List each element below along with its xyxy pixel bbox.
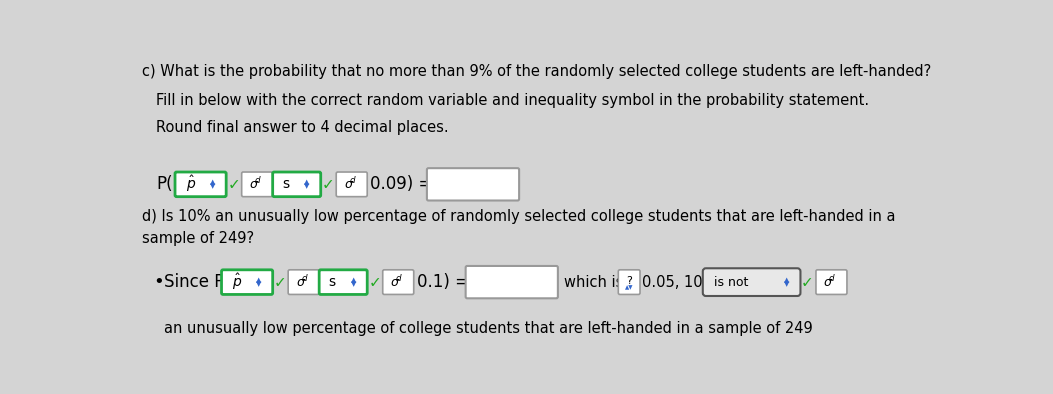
FancyBboxPatch shape <box>426 168 519 201</box>
FancyBboxPatch shape <box>273 172 321 197</box>
Text: ▲
▼: ▲ ▼ <box>210 179 215 190</box>
Text: $\sigma^{\!\!d}$: $\sigma^{\!\!d}$ <box>343 177 357 192</box>
FancyBboxPatch shape <box>221 270 273 294</box>
Text: $\sigma^{\!\!d}$: $\sigma^{\!\!d}$ <box>823 274 836 290</box>
FancyBboxPatch shape <box>702 268 800 296</box>
FancyBboxPatch shape <box>175 172 226 197</box>
Text: c) What is the probability that no more than 9% of the randomly selected college: c) What is the probability that no more … <box>142 64 932 79</box>
Text: $\sigma^{\!\!d}$: $\sigma^{\!\!d}$ <box>390 274 403 290</box>
Text: $\sigma^{\!\!d}$: $\sigma^{\!\!d}$ <box>249 177 262 192</box>
Text: ▲▼: ▲▼ <box>624 285 634 290</box>
FancyBboxPatch shape <box>465 266 558 298</box>
FancyBboxPatch shape <box>618 270 640 294</box>
Text: $\hat{p}$: $\hat{p}$ <box>186 174 196 195</box>
Text: P(: P( <box>157 175 173 193</box>
Text: ✓: ✓ <box>322 177 335 192</box>
Text: $\sigma^{\!\!d}$: $\sigma^{\!\!d}$ <box>296 274 309 290</box>
Text: s: s <box>329 275 336 289</box>
FancyBboxPatch shape <box>242 172 273 197</box>
FancyBboxPatch shape <box>816 270 847 294</box>
Text: ✓: ✓ <box>369 275 381 290</box>
Text: ▲
▼: ▲ ▼ <box>783 277 789 287</box>
Text: 0.09) =: 0.09) = <box>371 175 433 193</box>
Text: 0.1) =: 0.1) = <box>417 273 469 291</box>
Text: 0.05, 10%: 0.05, 10% <box>641 275 716 290</box>
FancyBboxPatch shape <box>319 270 367 294</box>
Text: d) Is 10% an unusually low percentage of randomly selected college students that: d) Is 10% an unusually low percentage of… <box>142 209 896 224</box>
Text: Fill in below with the correct random variable and inequality symbol in the prob: Fill in below with the correct random va… <box>157 93 870 108</box>
Text: ▲
▼: ▲ ▼ <box>304 179 310 190</box>
Text: Since P(: Since P( <box>164 273 231 291</box>
Text: ✓: ✓ <box>800 275 813 290</box>
FancyBboxPatch shape <box>336 172 367 197</box>
Text: is not: is not <box>714 276 748 289</box>
Text: •: • <box>154 273 164 291</box>
FancyBboxPatch shape <box>289 270 319 294</box>
Text: ✓: ✓ <box>274 275 286 290</box>
FancyBboxPatch shape <box>382 270 414 294</box>
Text: which is: which is <box>564 275 623 290</box>
Text: an unusually low percentage of college students that are left-handed in a sample: an unusually low percentage of college s… <box>164 321 813 336</box>
Text: ?: ? <box>627 275 632 286</box>
Text: ▲
▼: ▲ ▼ <box>256 277 261 287</box>
Text: sample of 249?: sample of 249? <box>142 231 255 246</box>
Text: $\hat{p}$: $\hat{p}$ <box>233 272 242 292</box>
Text: s: s <box>282 177 290 191</box>
Text: ▲
▼: ▲ ▼ <box>351 277 356 287</box>
Text: Round final answer to 4 decimal places.: Round final answer to 4 decimal places. <box>157 121 449 136</box>
Text: ✓: ✓ <box>227 177 240 192</box>
